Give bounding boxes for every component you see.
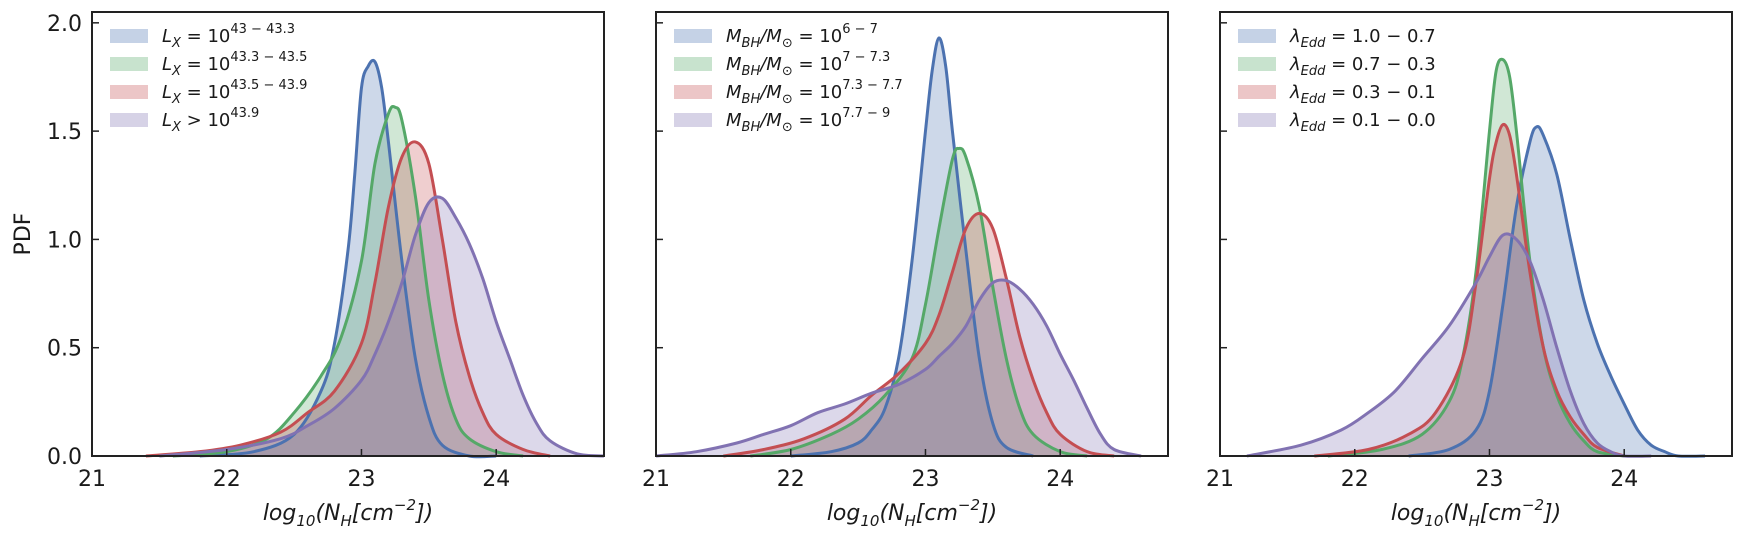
series-area-purple: [159, 196, 604, 456]
series-line-green: [750, 146, 1088, 458]
plot-frame: [1219, 11, 1733, 457]
legend-swatch-blue: [1238, 29, 1276, 43]
x-tick-label: 23: [1475, 467, 1503, 492]
legend-entry: MBH/M⊙ = 107.3 − 7.7: [726, 78, 903, 107]
panel-luminosity: 21 22 23 24 0.0 0.5 1.0 1.5 2.0 LX = 1043 − 43.3…: [11, 11, 605, 530]
legend-entry: LX = 1043.5 − 43.9: [162, 78, 307, 107]
x-axis-label: log10(NH[cm−2]): [827, 496, 997, 530]
legend-entry: LX > 1043.9: [162, 106, 259, 135]
x-tick-label: 24: [482, 467, 510, 492]
legend-entry: λEdd = 0.7 − 0.3: [1289, 54, 1436, 79]
pdf-lines: [145, 58, 605, 459]
series-line-purple: [655, 278, 1142, 458]
series-line-red: [1314, 122, 1625, 458]
axis-ticks: 21 22 23 24: [1206, 22, 1638, 492]
series-line-blue: [1408, 125, 1706, 458]
plot-frame: [91, 11, 605, 457]
legend-swatch-blue: [110, 29, 148, 43]
series-line-green: [172, 104, 524, 458]
y-tick-label: 0.0: [47, 445, 82, 470]
x-tick-label: 22: [213, 467, 241, 492]
axis-ticks: 21 22 23 24 0.0 0.5 1.0 1.5 2.0: [47, 12, 510, 492]
series-area-green: [1327, 59, 1625, 456]
legend-entry: MBH/M⊙ = 107.7 − 9: [726, 106, 890, 135]
pdf-lines: [655, 36, 1142, 458]
x-tick-label: 24: [1046, 467, 1074, 492]
series-area-blue: [1408, 126, 1706, 457]
panel-eddington-ratio: 21 22 23 24 λEdd = 1.0 − 0.7 λEdd = 0.7 − 0.…: [1206, 11, 1733, 530]
legend-swatch-red: [674, 85, 712, 99]
series-line-blue: [790, 36, 1034, 458]
legend-entry: LX = 1043 − 43.3: [162, 22, 295, 51]
pdf-areas: [1246, 59, 1706, 457]
x-tick-label: 23: [347, 467, 375, 492]
legend: LX = 1043 − 43.3LX = 1043.3 − 43.5LX = 1…: [110, 22, 307, 135]
legend-entry: LX = 1043.3 − 43.5: [162, 50, 307, 79]
series-area-purple: [1246, 233, 1652, 457]
y-tick-label: 2.0: [47, 12, 82, 37]
plot-frame: [655, 11, 1169, 457]
legend-entry: λEdd = 1.0 − 0.7: [1289, 26, 1436, 51]
axis-ticks: 21 22 23 24: [642, 22, 1074, 492]
x-tick-label: 21: [642, 467, 670, 492]
legend-swatch-purple: [1238, 113, 1276, 127]
series-area-green: [172, 106, 524, 456]
legend-swatch-red: [110, 85, 148, 99]
series-area-green: [750, 148, 1088, 456]
x-axis-label: log10(NH[cm−2]): [1391, 496, 1561, 530]
y-tick-label: 1.5: [47, 120, 82, 145]
x-tick-label: 24: [1610, 467, 1638, 492]
legend-swatch-green: [1238, 57, 1276, 71]
x-tick-label: 21: [1206, 467, 1234, 492]
series-line-red: [145, 140, 551, 458]
x-tick-label: 23: [911, 467, 939, 492]
x-axis-label: log10(NH[cm−2]): [263, 496, 433, 530]
x-tick-label: 22: [1341, 467, 1369, 492]
series-area-red: [1314, 124, 1625, 457]
legend-swatch-blue: [674, 29, 712, 43]
legend-entry: λEdd = 0.1 − 0.0: [1289, 110, 1436, 135]
series-line-blue: [199, 58, 497, 459]
y-axis-label: PDF: [11, 213, 36, 256]
legend-swatch-red: [1238, 85, 1276, 99]
legend-swatch-green: [674, 57, 712, 71]
y-tick-label: 1.0: [47, 228, 82, 253]
series-line-purple: [159, 195, 605, 458]
legend-swatch-green: [110, 57, 148, 71]
series-line-purple: [1246, 232, 1652, 458]
x-tick-label: 21: [78, 467, 106, 492]
legend: λEdd = 1.0 − 0.7 λEdd = 0.7 − 0.3 λEdd = 0…: [1238, 26, 1436, 135]
legend-entry: MBH/M⊙ = 106 − 7: [726, 22, 878, 51]
series-line-green: [1327, 57, 1625, 458]
series-area-red: [145, 141, 551, 456]
legend-entry: λEdd = 0.3 − 0.1: [1289, 82, 1436, 107]
pdf-lines: [1246, 57, 1706, 458]
legend-swatch-purple: [110, 113, 148, 127]
series-line-red: [723, 211, 1115, 458]
y-tick-label: 0.5: [47, 337, 82, 362]
legend-swatch-purple: [674, 113, 712, 127]
series-area-blue: [790, 37, 1034, 457]
legend-entry: MBH/M⊙ = 107 − 7.3: [726, 50, 890, 79]
x-tick-label: 22: [777, 467, 805, 492]
